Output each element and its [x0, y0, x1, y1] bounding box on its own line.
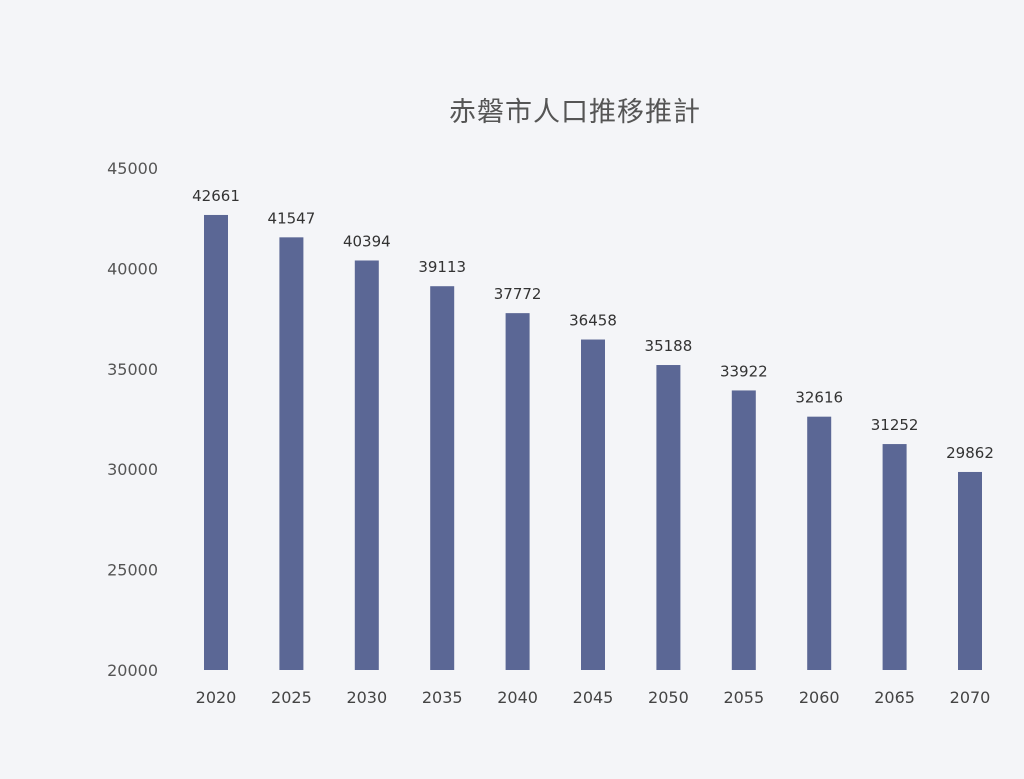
- bar-2060: [807, 416, 832, 670]
- chart-title: 赤磐市人口推移推計: [449, 97, 701, 128]
- x-tick-label-2065: 2065: [874, 688, 915, 707]
- x-tick-label-2040: 2040: [497, 688, 538, 707]
- bar-2055: [731, 390, 756, 670]
- bar-2025: [279, 237, 304, 670]
- data-label-2030: 40394: [343, 232, 391, 250]
- x-tick-label-2020: 2020: [196, 688, 237, 707]
- data-labels: 42661 41547 40394 39113 37772 36458 35188 33922…: [192, 187, 994, 462]
- bar-2035: [430, 286, 455, 670]
- y-axis: 20000 25000 30000 35000 40000 45000: [107, 159, 158, 680]
- y-tick-label: 30000: [107, 460, 158, 479]
- bar-2070: [958, 471, 982, 670]
- x-axis: 2020 2025 2030 2035 2040 2045 2050 2055 2060 2065…: [196, 688, 991, 707]
- data-label-2020: 42661: [192, 187, 240, 205]
- data-label-2035: 39113: [418, 258, 466, 276]
- y-tick-label: 25000: [107, 561, 158, 580]
- x-tick-label-2055: 2055: [723, 688, 764, 707]
- bar-2040: [505, 313, 530, 670]
- y-tick-label: 35000: [107, 360, 158, 379]
- data-label-2050: 35188: [645, 337, 693, 355]
- bar-2030: [354, 260, 379, 670]
- bars: [204, 214, 982, 671]
- x-tick-label-2030: 2030: [346, 688, 387, 707]
- data-label-2070: 29862: [946, 444, 994, 462]
- y-tick-label: 45000: [107, 159, 158, 178]
- data-label-2025: 41547: [268, 209, 316, 227]
- bar-2050: [656, 365, 681, 670]
- bar-2065: [882, 444, 907, 670]
- x-tick-label-2050: 2050: [648, 688, 689, 707]
- bar-2045: [581, 339, 605, 670]
- y-tick-label: 20000: [107, 661, 158, 680]
- data-label-2040: 37772: [494, 285, 542, 303]
- x-tick-label-2070: 2070: [950, 688, 991, 707]
- data-label-2065: 31252: [871, 416, 919, 434]
- y-tick-label: 40000: [107, 259, 158, 278]
- x-tick-label-2025: 2025: [271, 688, 312, 707]
- x-tick-label-2060: 2060: [799, 688, 840, 707]
- bar-2020: [204, 214, 228, 671]
- data-label-2055: 33922: [720, 362, 768, 380]
- x-tick-label-2035: 2035: [422, 688, 463, 707]
- x-tick-label-2045: 2045: [573, 688, 614, 707]
- data-label-2060: 32616: [795, 389, 843, 407]
- data-label-2045: 36458: [569, 312, 617, 330]
